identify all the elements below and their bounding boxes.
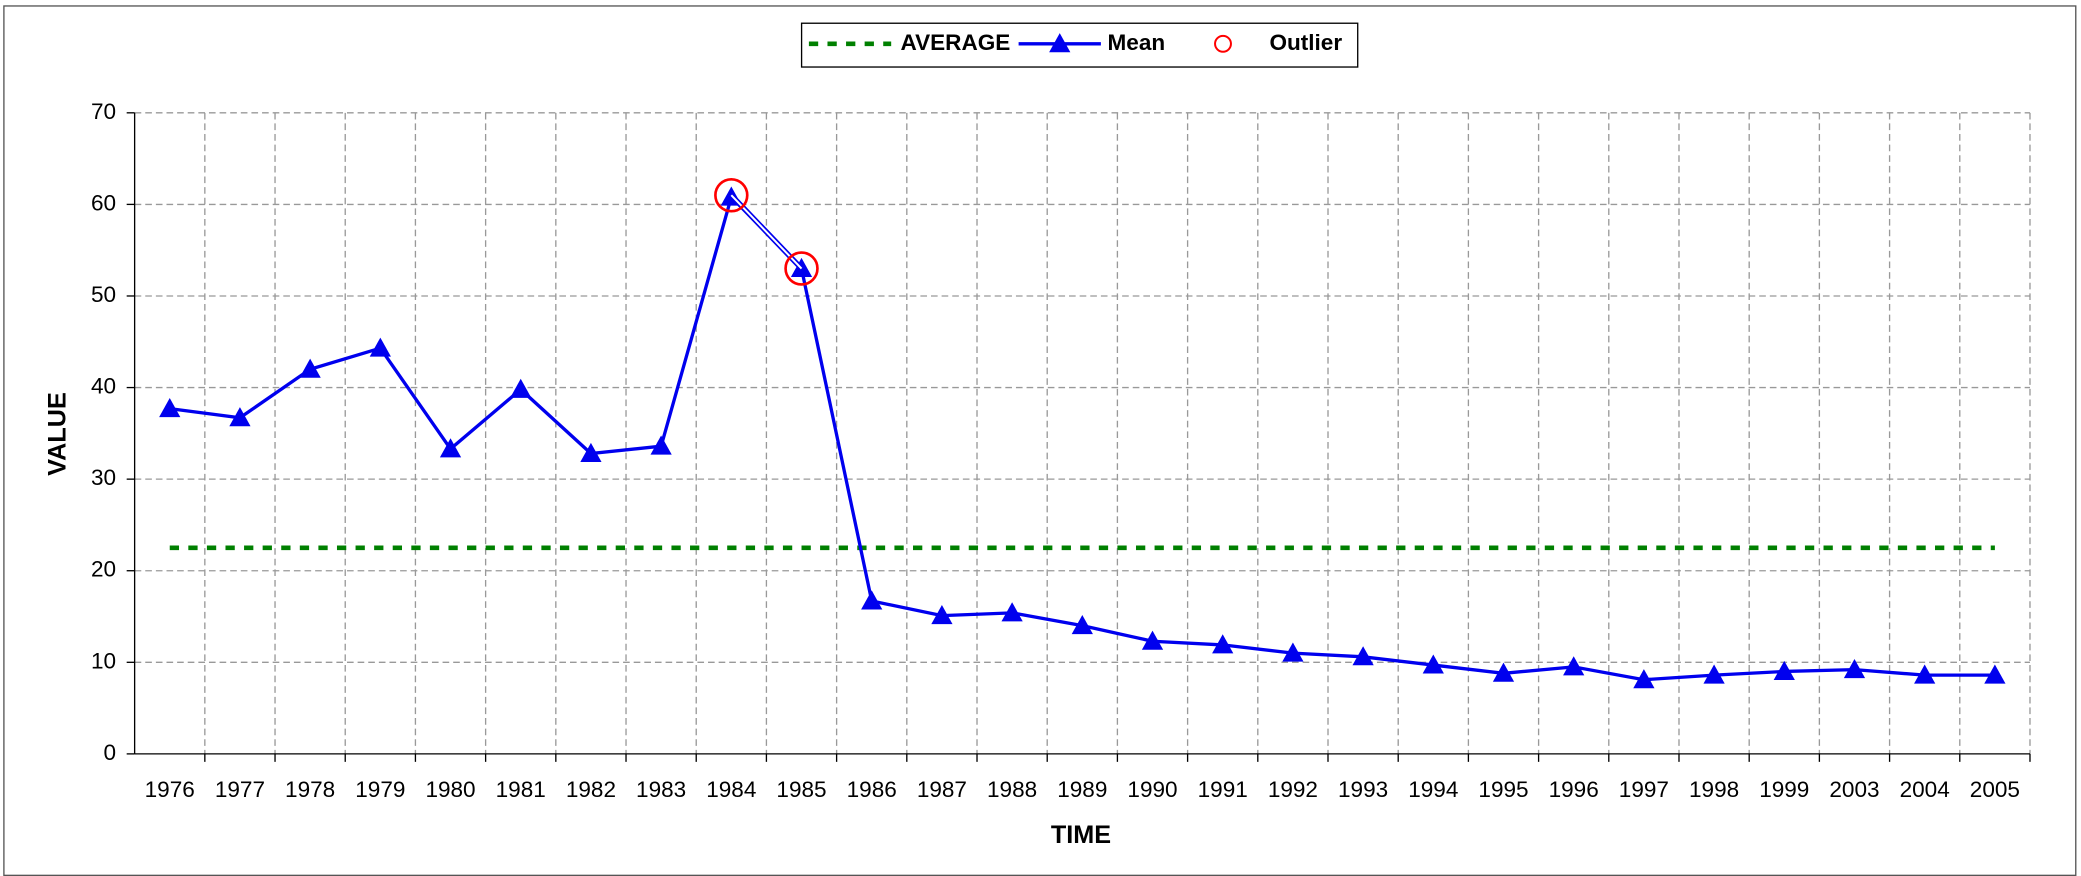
point-marker (1492, 662, 1515, 682)
y-tick-label: 70 (91, 99, 116, 124)
y-tick-label: 40 (91, 374, 116, 399)
x-tick-label: 1991 (1198, 777, 1248, 802)
point-marker (1703, 664, 1725, 684)
y-tick-label: 60 (91, 190, 116, 215)
x-tick-label: 1981 (496, 777, 546, 802)
y-tick-label: 10 (91, 648, 116, 673)
x-tick-label: 1985 (776, 777, 826, 802)
x-axis-title: TIME (1051, 821, 1111, 849)
x-tick-label: 1984 (706, 777, 756, 802)
point-marker (1633, 669, 1655, 689)
point-marker (1984, 664, 2006, 684)
x-tick-label: 1978 (285, 777, 335, 802)
point-marker (1773, 660, 1795, 680)
point-marker (1843, 659, 1866, 679)
x-tick-label: 1976 (145, 777, 195, 802)
point-marker (1422, 654, 1444, 674)
x-tick-label: 1989 (1057, 777, 1107, 802)
x-tick-label: 1987 (917, 777, 967, 802)
x-tick-label: 1992 (1268, 777, 1318, 802)
point-marker (159, 398, 181, 418)
point-marker (1352, 646, 1374, 666)
legend: AVERAGE Mean Outlier (800, 22, 1359, 68)
x-tick-label: 1982 (566, 777, 616, 802)
legend-label: AVERAGE (900, 30, 1010, 55)
point-marker (510, 378, 532, 398)
x-tick-label: 1999 (1759, 777, 1809, 802)
chart-frame (3, 5, 2077, 876)
x-tick-label: 1988 (987, 777, 1037, 802)
point-marker (1282, 642, 1304, 662)
x-tick-label: 1998 (1689, 777, 1739, 802)
point-marker (1001, 602, 1023, 622)
point-marker (439, 438, 462, 458)
legend-marker (1049, 33, 1071, 53)
x-tick-label: 1995 (1478, 777, 1528, 802)
point-marker (1212, 634, 1234, 654)
x-tick-label: 1979 (355, 777, 405, 802)
point-marker (1563, 656, 1585, 676)
point-marker (650, 435, 672, 455)
x-tick-label: 1996 (1549, 777, 1599, 802)
legend-marker (1214, 34, 1232, 53)
x-tick-label: 1983 (636, 777, 686, 802)
x-tick-label: 1997 (1619, 777, 1669, 802)
y-tick-label: 50 (91, 282, 116, 307)
y-tick-label: 30 (91, 465, 116, 490)
x-tick-label: 1994 (1408, 777, 1458, 802)
point-marker (299, 358, 321, 378)
x-tick-label: 1986 (847, 777, 897, 802)
point-marker (861, 590, 883, 610)
point-marker (931, 604, 953, 625)
point-marker (1141, 630, 1164, 650)
y-tick-label: 0 (104, 740, 117, 765)
x-tick-label: 1990 (1127, 777, 1177, 802)
x-tick-label: 1977 (215, 777, 265, 802)
point-marker (784, 251, 819, 286)
legend-label: Mean (1108, 30, 1166, 55)
point-marker (369, 337, 391, 357)
point-marker (229, 407, 251, 427)
x-tick-label: 1980 (425, 777, 475, 802)
x-tick-label: 2003 (1829, 777, 1879, 802)
x-tick-label: 1993 (1338, 777, 1388, 802)
x-tick-label: 2005 (1970, 777, 2020, 802)
point-marker (580, 442, 602, 462)
point-marker (714, 177, 749, 213)
legend-label: Outlier (1269, 30, 1342, 55)
point-marker (1914, 664, 1936, 684)
x-tick-label: 2004 (1900, 777, 1950, 802)
y-axis-title: VALUE (44, 392, 72, 476)
point-marker (1071, 615, 1093, 635)
y-tick-label: 20 (91, 557, 116, 582)
